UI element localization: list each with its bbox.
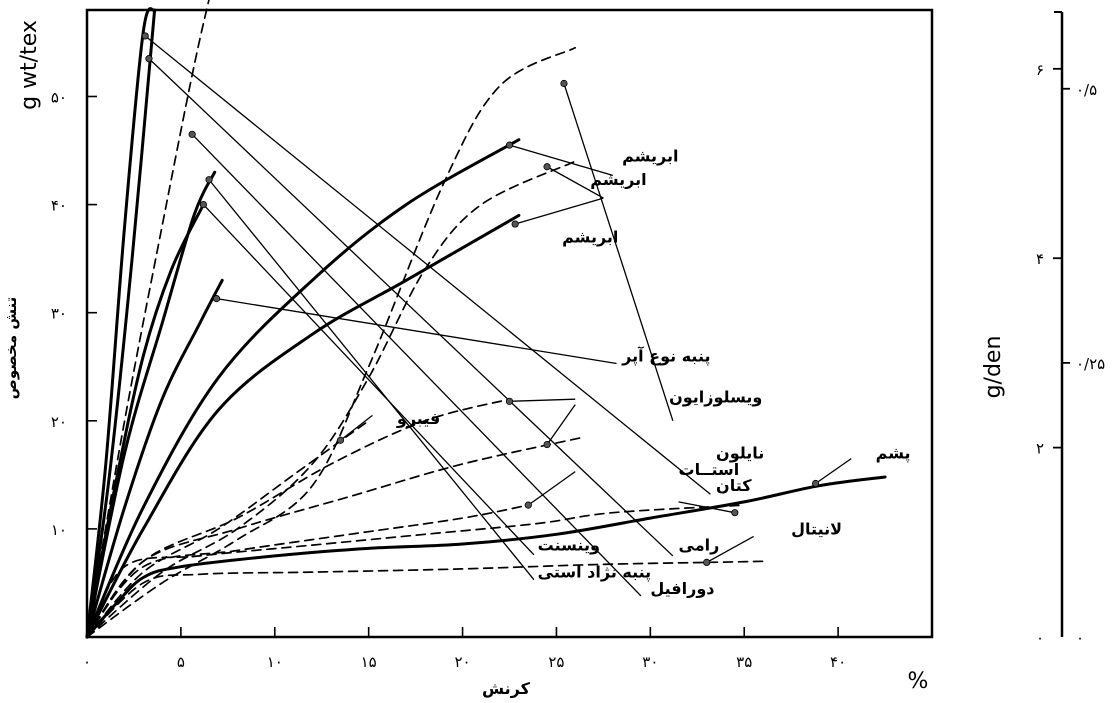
y-axis-label: تنش مخصوص (2, 297, 20, 400)
series-line (86, 504, 530, 638)
series-line (86, 504, 746, 638)
leader-line (546, 404, 576, 445)
series-marker (524, 501, 532, 509)
series-label: کتان (716, 476, 752, 495)
leader-line (191, 133, 642, 597)
series-marker (543, 163, 551, 171)
leader-line (202, 204, 535, 556)
series-marker (505, 141, 514, 149)
series-label: ابریشم (622, 146, 678, 165)
series-marker (731, 509, 739, 517)
leader-line (514, 197, 604, 225)
gden-tick-label: ۰ (1036, 629, 1044, 647)
series-marker (505, 397, 514, 405)
leader-line (144, 35, 711, 495)
x-tick-label: ۱۵ (361, 653, 377, 671)
nmtex-tick-label: ۰/۲۵ (1076, 355, 1105, 373)
x-tick-label: ۰ (83, 653, 91, 671)
series-line (86, 160, 577, 638)
series-line (86, 436, 586, 638)
series-line (85, 203, 205, 639)
plot-frame (85, 8, 934, 639)
series-line (85, 7, 157, 639)
axes: ۰ ۵ ۱۰ ۱۵ ۲۰ ۲۵ ۳۰ ۳۵ ۴۰ ۱۰ ۲۰ ۳۰ ۴۰ ۵۰ ۰ ۲ ۴ ۶ ۰ ۰/۲۵ ۰/۵ (51, 11, 1105, 671)
leader-line (815, 458, 852, 485)
series-label: نایلون (716, 444, 764, 463)
series-label: دورافیل (650, 579, 714, 598)
series-label: لانیتال (791, 519, 842, 538)
leader-line (216, 297, 617, 365)
x-tick-label: ۴۰ (830, 653, 846, 671)
series-marker (811, 479, 820, 488)
x-axis-unit: % (908, 669, 929, 694)
leader-line (509, 398, 576, 402)
leader-line (546, 166, 604, 199)
x-tick-label: ۵ (177, 653, 185, 671)
series-marker (703, 558, 711, 567)
series-line (85, 278, 224, 639)
series-line (85, 8, 157, 639)
series-group (85, 0, 887, 639)
series-marker (188, 130, 196, 138)
leader-line (527, 471, 576, 506)
series-label: فیبرو (396, 409, 440, 428)
series-label: وینسنت (538, 536, 600, 555)
series-line (86, 419, 370, 638)
series-line (85, 475, 887, 639)
x-tick-label: ۳۰ (642, 653, 658, 671)
gden-tick-label: ۴ (1036, 250, 1044, 268)
series-marker (560, 79, 568, 88)
y-tick-label: ۴۰ (51, 197, 67, 215)
gden-tick-label: ۶ (1036, 61, 1044, 79)
x-tick-label: ۲۰ (454, 653, 470, 671)
leader-line (208, 179, 535, 581)
series-marker (511, 220, 519, 228)
series-line (85, 138, 521, 639)
leader-line (706, 535, 754, 563)
series-marker (205, 176, 213, 184)
left-axis-unit: g wt/tex (17, 20, 42, 110)
series-marker (212, 295, 221, 303)
series-line (86, 46, 577, 638)
x-tick-label: ۲۵ (548, 653, 564, 671)
series-marker (199, 200, 208, 209)
leader-line (563, 83, 674, 421)
series-marker (336, 436, 345, 444)
series-marker (145, 55, 153, 63)
leader-line (509, 144, 613, 177)
series-marker (141, 32, 149, 40)
series-label: رامی (679, 536, 720, 555)
series-label: ابریشم (562, 227, 618, 246)
y-tick-label: ۲۰ (51, 413, 67, 431)
series-label: پنبه نوع آپر (621, 345, 710, 366)
y-tick-label: ۵۰ (51, 88, 67, 106)
leader-line (148, 58, 674, 557)
gden-tick-label: ۲ (1036, 440, 1044, 458)
x-axis-label: کرنش (482, 679, 531, 698)
series-label: استــات (679, 460, 740, 479)
x-tick-label: ۱۰ (267, 653, 283, 671)
series-label: ویسلوزایون (669, 387, 762, 406)
series-line (86, 560, 764, 638)
series-label: پشم (876, 444, 911, 464)
y-tick-label: ۳۰ (51, 305, 67, 323)
right-axis-unit: g/den (981, 336, 1006, 399)
x-tick-label: ۳۵ (736, 653, 752, 671)
leader-line (340, 414, 373, 441)
y-tick-label: ۱۰ (51, 521, 67, 539)
nmtex-tick-label: ۰ (1076, 629, 1084, 647)
series-label: پنبه نژاد استی (538, 563, 652, 583)
series-label: ابریشم (590, 170, 646, 189)
series-marker (543, 440, 551, 449)
series-line (85, 213, 521, 639)
nmtex-tick-label: ۰/۵ (1076, 81, 1097, 99)
leader-line (678, 501, 735, 514)
